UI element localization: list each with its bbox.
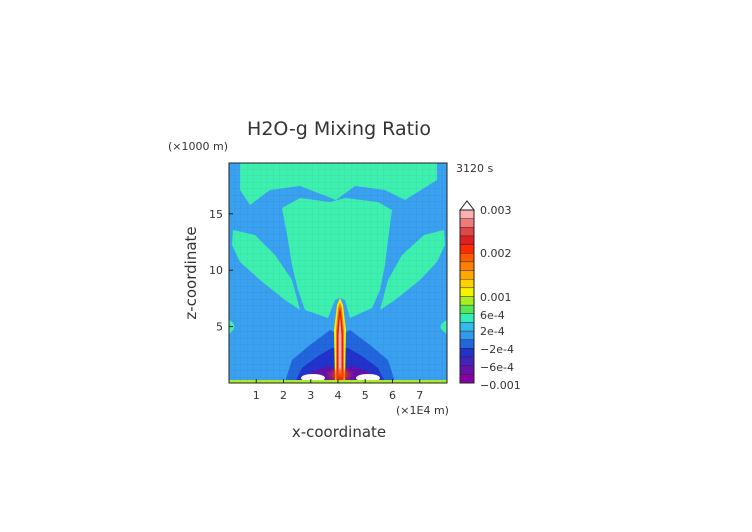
colorbar-swatch [459,348,475,358]
colorbar-swatch [459,356,475,366]
x-tick-label: 7 [416,389,423,402]
colorbar-cap [458,200,476,211]
y-axis: 5 10 15 [209,208,233,334]
y-tick-label: 5 [216,321,223,334]
colorbar-label: 6e-4 [480,309,505,322]
colorbar-swatch [459,365,475,375]
colorbar-label: −6e-4 [480,361,514,374]
colorbar-swatch [459,287,475,297]
colorbar-swatch [459,261,475,271]
colorbar-swatch [459,209,475,219]
colorbar-label: −0.001 [480,379,521,392]
colorbar-label: 0.003 [480,204,512,217]
x-tick-label: 4 [335,389,342,402]
colorbar-swatch [459,279,475,289]
colorbar-swatch [459,235,475,245]
x-tick-label: 1 [253,389,260,402]
colorbar-label: 0.001 [480,291,512,304]
colorbar-swatch [459,339,475,349]
colorbar-label: 0.002 [480,247,512,260]
colorbar-swatch [459,218,475,228]
colorbar-swatch [459,227,475,237]
colorbar-swatch [459,374,475,384]
x-axis: 1 2 3 4 5 6 7 [253,379,423,402]
x-tick-label: 6 [389,389,396,402]
y-unit-label: (×1000 m) [168,140,228,153]
colorbar-swatch [459,313,475,323]
y-tick-label: 15 [209,208,223,221]
colorbar-swatch [459,296,475,306]
colorbar-swatch [459,270,475,280]
y-tick-label: 10 [209,264,223,277]
time-label: 3120 s [456,162,493,175]
x-unit-label: (×1E4 m) [396,404,449,417]
colorbar-label: 2e-4 [480,325,505,338]
colorbar-swatch [459,322,475,332]
colorbar-swatch [459,330,475,340]
chart-title: H2O-g Mixing Ratio [247,118,431,140]
colorbar: 0.003 0.002 0.001 6e-4 2e-4 −2e-4 −6e-4 −0.001 [458,200,521,392]
x-tick-label: 2 [280,389,287,402]
contour-field [228,162,448,384]
colorbar-swatch [459,244,475,254]
x-tick-label: 3 [307,389,314,402]
x-axis-label: x-coordinate [292,423,386,441]
colorbar-swatch [459,253,475,263]
colorbar-swatch [459,304,475,314]
grid-overlay [229,163,447,383]
x-tick-label: 5 [362,389,369,402]
y-axis-label: z-coordinate [182,226,200,319]
colorbar-frame [459,209,475,384]
colorbar-label: −2e-4 [480,343,514,356]
